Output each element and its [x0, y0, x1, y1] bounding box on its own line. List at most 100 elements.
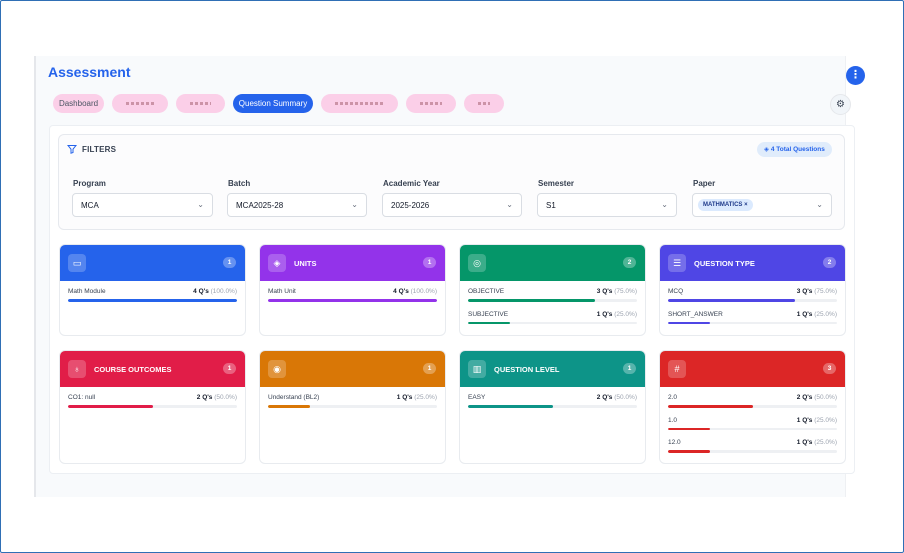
chevron-down-icon: ⌄ — [197, 200, 204, 209]
card-count-badge: 2 — [623, 257, 636, 268]
item-value: 1 Q's (25.0%) — [797, 417, 837, 424]
item-count: 1 Q's — [796, 310, 813, 318]
target-icon: ◎ — [468, 254, 486, 272]
item-percent: (100.0%) — [410, 288, 437, 295]
progress-track — [668, 427, 837, 430]
progress-fill — [268, 405, 311, 408]
card-count-badge: 1 — [423, 257, 436, 268]
summary-card: ▭ 1 Math Module 4 Q's (100.0%) — [59, 244, 246, 336]
item-value: 2 Q's (50.0%) — [597, 394, 637, 401]
card-body: Math Module 4 Q's (100.0%) — [60, 281, 245, 302]
progress-fill — [668, 299, 795, 302]
card-count-badge: 1 — [223, 257, 236, 268]
item-count: 4 Q's — [193, 288, 209, 295]
card-body: 2.0 2 Q's (50.0%) 1.0 1 Q's (25.0%) 12.0 1 Q'… — [660, 387, 845, 453]
paper-chip[interactable]: MATHMATICS × — [698, 199, 753, 211]
list-item: OBJECTIVE 3 Q's (75.0%) — [468, 288, 637, 302]
award-icon: ♁ — [68, 360, 86, 378]
item-count: 2 Q's — [196, 394, 213, 401]
card-body: Understand (BL2) 1 Q's (25.0%) — [260, 387, 445, 408]
filters-header: FILTERS — [67, 144, 116, 154]
academic-year-label: Academic Year — [383, 179, 440, 188]
card-body: OBJECTIVE 3 Q's (75.0%) SUBJECTIVE 1 Q's (2… — [460, 281, 645, 324]
list-item: SHORT_ANSWER 1 Q's (25.0%) — [668, 311, 837, 324]
item-value: 1 Q's (25.0%) — [797, 439, 837, 446]
tab-2[interactable] — [112, 94, 168, 113]
progress-track — [468, 321, 637, 324]
card-header: ☰ QUESTION TYPE 2 — [660, 245, 845, 281]
progress-fill — [668, 427, 711, 430]
item-percent: (25.0%) — [814, 439, 837, 446]
settings-button[interactable]: ⚙ — [830, 94, 851, 115]
tab-3[interactable] — [176, 94, 225, 113]
summary-card: ◈ UNITS 1 Math Unit 4 Q's (100.0%) — [259, 244, 446, 336]
progress-track — [668, 299, 837, 302]
item-value: 4 Q's (100.0%) — [393, 288, 437, 295]
layers-icon: ◈ — [268, 254, 286, 272]
tab-dashboard[interactable]: Dashboard — [53, 94, 104, 113]
gear-icon: ⚙ — [836, 99, 845, 110]
card-body: CO1: null 2 Q's (50.0%) — [60, 387, 245, 408]
card-header: ▥ QUESTION LEVEL 1 — [460, 351, 645, 387]
item-value: 1 Q's (25.0%) — [397, 394, 437, 401]
card-title: QUESTION LEVEL — [494, 364, 560, 374]
brain-icon: ◉ — [268, 360, 286, 378]
program-label: Program — [73, 179, 106, 188]
progress-track — [668, 321, 837, 324]
tab-5[interactable] — [321, 94, 398, 113]
summary-card: ▥ QUESTION LEVEL 1 EASY 2 Q's (50.0%) — [459, 350, 646, 464]
summary-card: ♁ COURSE OUTCOMES 1 CO1: null 2 Q's (50.0%) — [59, 350, 246, 464]
semester-select[interactable]: S1 ⌄ — [537, 193, 677, 217]
page-title: Assessment — [48, 64, 131, 80]
item-label: 1.0 — [668, 416, 678, 424]
item-count: 1 Q's — [796, 439, 813, 446]
card-header: #3 — [660, 351, 845, 387]
chip-remove-icon[interactable]: × — [744, 202, 748, 208]
item-value: 1 Q's (25.0%) — [797, 311, 837, 318]
card-title: COURSE OUTCOMES — [94, 364, 172, 374]
program-select[interactable]: MCA ⌄ — [72, 193, 213, 217]
more-options-button[interactable]: ⋮ — [846, 66, 865, 85]
progress-track — [268, 405, 437, 408]
item-count: 2 Q's — [796, 394, 813, 401]
item-percent: (25.0%) — [414, 394, 437, 401]
list-item: 12.0 1 Q's (25.0%) — [668, 439, 837, 453]
item-label: MCQ — [668, 288, 684, 295]
paper-select[interactable]: MATHMATICS × ⌄ — [692, 193, 832, 217]
card-header: ◈ UNITS 1 — [260, 245, 445, 281]
list-item: 1.0 1 Q's (25.0%) — [668, 416, 837, 430]
summary-card: ◉ 1 Understand (BL2) 1 Q's (25.0%) — [259, 350, 446, 464]
list-item: 2.0 2 Q's (50.0%) — [668, 394, 837, 408]
filters-heading: FILTERS — [82, 144, 117, 154]
item-value: 2 Q's (50.0%) — [797, 394, 837, 401]
tab-7[interactable] — [464, 94, 504, 113]
tab-6[interactable] — [406, 94, 456, 113]
academic-year-select[interactable]: 2025-2026 ⌄ — [382, 193, 522, 217]
item-label: SUBJECTIVE — [468, 310, 509, 318]
card-header: ♁ COURSE OUTCOMES 1 — [60, 351, 245, 387]
card-count-badge: 1 — [623, 363, 636, 374]
item-count: 3 Q's — [596, 288, 613, 295]
paper-label: Paper — [693, 179, 716, 188]
card-body: MCQ 3 Q's (75.0%) SHORT_ANSWER 1 Q's (25.0%… — [660, 281, 845, 324]
program-value: MCA — [81, 200, 99, 210]
total-questions-badge: ◈ 4 Total Questions — [757, 142, 832, 157]
progress-fill — [268, 299, 437, 302]
tab-question-summary[interactable]: Question Summary — [233, 94, 313, 113]
batch-select[interactable]: MCA2025-28 ⌄ — [227, 193, 367, 217]
progress-fill — [468, 405, 553, 408]
item-count: 2 Q's — [596, 394, 613, 401]
item-percent: (100.0%) — [210, 288, 237, 295]
item-label: EASY — [468, 394, 486, 401]
item-value: 3 Q's (75.0%) — [797, 288, 837, 295]
list-item: Math Module 4 Q's (100.0%) — [68, 288, 237, 302]
item-label: Understand (BL2) — [268, 394, 320, 401]
item-count: 1 Q's — [396, 394, 413, 401]
more-vertical-icon: ⋮ — [850, 69, 861, 81]
list-item: SUBJECTIVE 1 Q's (25.0%) — [468, 310, 637, 324]
card-body: EASY 2 Q's (50.0%) — [460, 387, 645, 408]
card-header: ◎ 2 — [460, 245, 645, 281]
item-value: 1 Q's (25.0%) — [597, 311, 637, 318]
list-item: CO1: null 2 Q's (50.0%) — [68, 394, 237, 408]
summary-card: ☰ QUESTION TYPE 2 MCQ 3 Q's (75.0%) SHORT_ANS… — [659, 244, 846, 336]
